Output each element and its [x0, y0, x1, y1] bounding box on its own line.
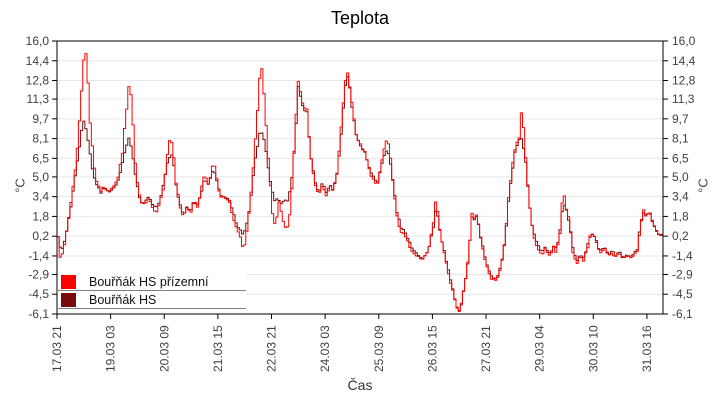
svg-text:5,0: 5,0	[32, 170, 49, 184]
svg-text:16,0: 16,0	[672, 34, 696, 48]
chart-title: Teplota	[330, 8, 390, 28]
svg-text:6,5: 6,5	[32, 151, 49, 165]
svg-text:8,1: 8,1	[32, 132, 49, 146]
svg-text:26.03 15: 26.03 15	[425, 325, 439, 372]
legend-item-hs: Bouřňák HS	[58, 291, 246, 309]
svg-text:25.03 09: 25.03 09	[372, 325, 386, 372]
svg-text:6,5: 6,5	[672, 151, 689, 165]
x-axis-label: Čas	[347, 377, 373, 393]
svg-text:30.03 10: 30.03 10	[586, 325, 600, 372]
svg-text:24.03 03: 24.03 03	[318, 325, 332, 372]
svg-text:31.03 16: 31.03 16	[640, 325, 654, 372]
svg-text:0,2: 0,2	[672, 229, 689, 243]
svg-text:0,2: 0,2	[32, 229, 49, 243]
svg-text:29.03 04: 29.03 04	[533, 325, 547, 372]
svg-text:14,4: 14,4	[26, 54, 50, 68]
series-color-swatch-hs	[61, 292, 76, 307]
svg-text:27.03 21: 27.03 21	[479, 325, 493, 372]
svg-text:17.03 21: 17.03 21	[50, 325, 64, 372]
svg-text:11,3: 11,3	[27, 92, 50, 106]
svg-text:-6,1: -6,1	[672, 307, 693, 321]
svg-text:3,4: 3,4	[32, 190, 49, 204]
svg-text:-2,9: -2,9	[28, 267, 49, 281]
svg-text:9,7: 9,7	[32, 112, 49, 126]
svg-text:1,8: 1,8	[32, 209, 49, 223]
svg-text:19.03 03: 19.03 03	[104, 325, 118, 372]
svg-text:-1,4: -1,4	[28, 249, 49, 263]
svg-text:12,8: 12,8	[26, 74, 50, 88]
svg-text:11,3: 11,3	[672, 92, 695, 106]
svg-text:3,4: 3,4	[672, 190, 689, 204]
svg-text:9,7: 9,7	[672, 112, 689, 126]
svg-text:14,4: 14,4	[672, 54, 696, 68]
svg-text:22.03 21: 22.03 21	[265, 325, 279, 372]
svg-text:20.03 09: 20.03 09	[157, 325, 171, 372]
legend-label-hs: Bouřňák HS	[89, 292, 157, 307]
svg-text:-6,1: -6,1	[28, 307, 49, 321]
svg-text:8,1: 8,1	[672, 132, 689, 146]
series-color-swatch-prizemni	[61, 274, 76, 289]
svg-text:-2,9: -2,9	[672, 267, 693, 281]
svg-text:-4,5: -4,5	[28, 287, 49, 301]
legend: Bouřňák HS přízemní Bouřňák HS	[58, 273, 246, 309]
svg-text:21.03 15: 21.03 15	[211, 325, 225, 372]
svg-text:12,8: 12,8	[672, 74, 696, 88]
legend-item-prizemni: Bouřňák HS přízemní	[58, 273, 246, 291]
svg-text:16,0: 16,0	[26, 34, 50, 48]
svg-text:1,8: 1,8	[672, 209, 689, 223]
svg-text:-4,5: -4,5	[672, 287, 693, 301]
legend-label-prizemni: Bouřňák HS přízemní	[89, 274, 209, 289]
svg-text:5,0: 5,0	[672, 170, 689, 184]
svg-text:-1,4: -1,4	[672, 249, 693, 263]
